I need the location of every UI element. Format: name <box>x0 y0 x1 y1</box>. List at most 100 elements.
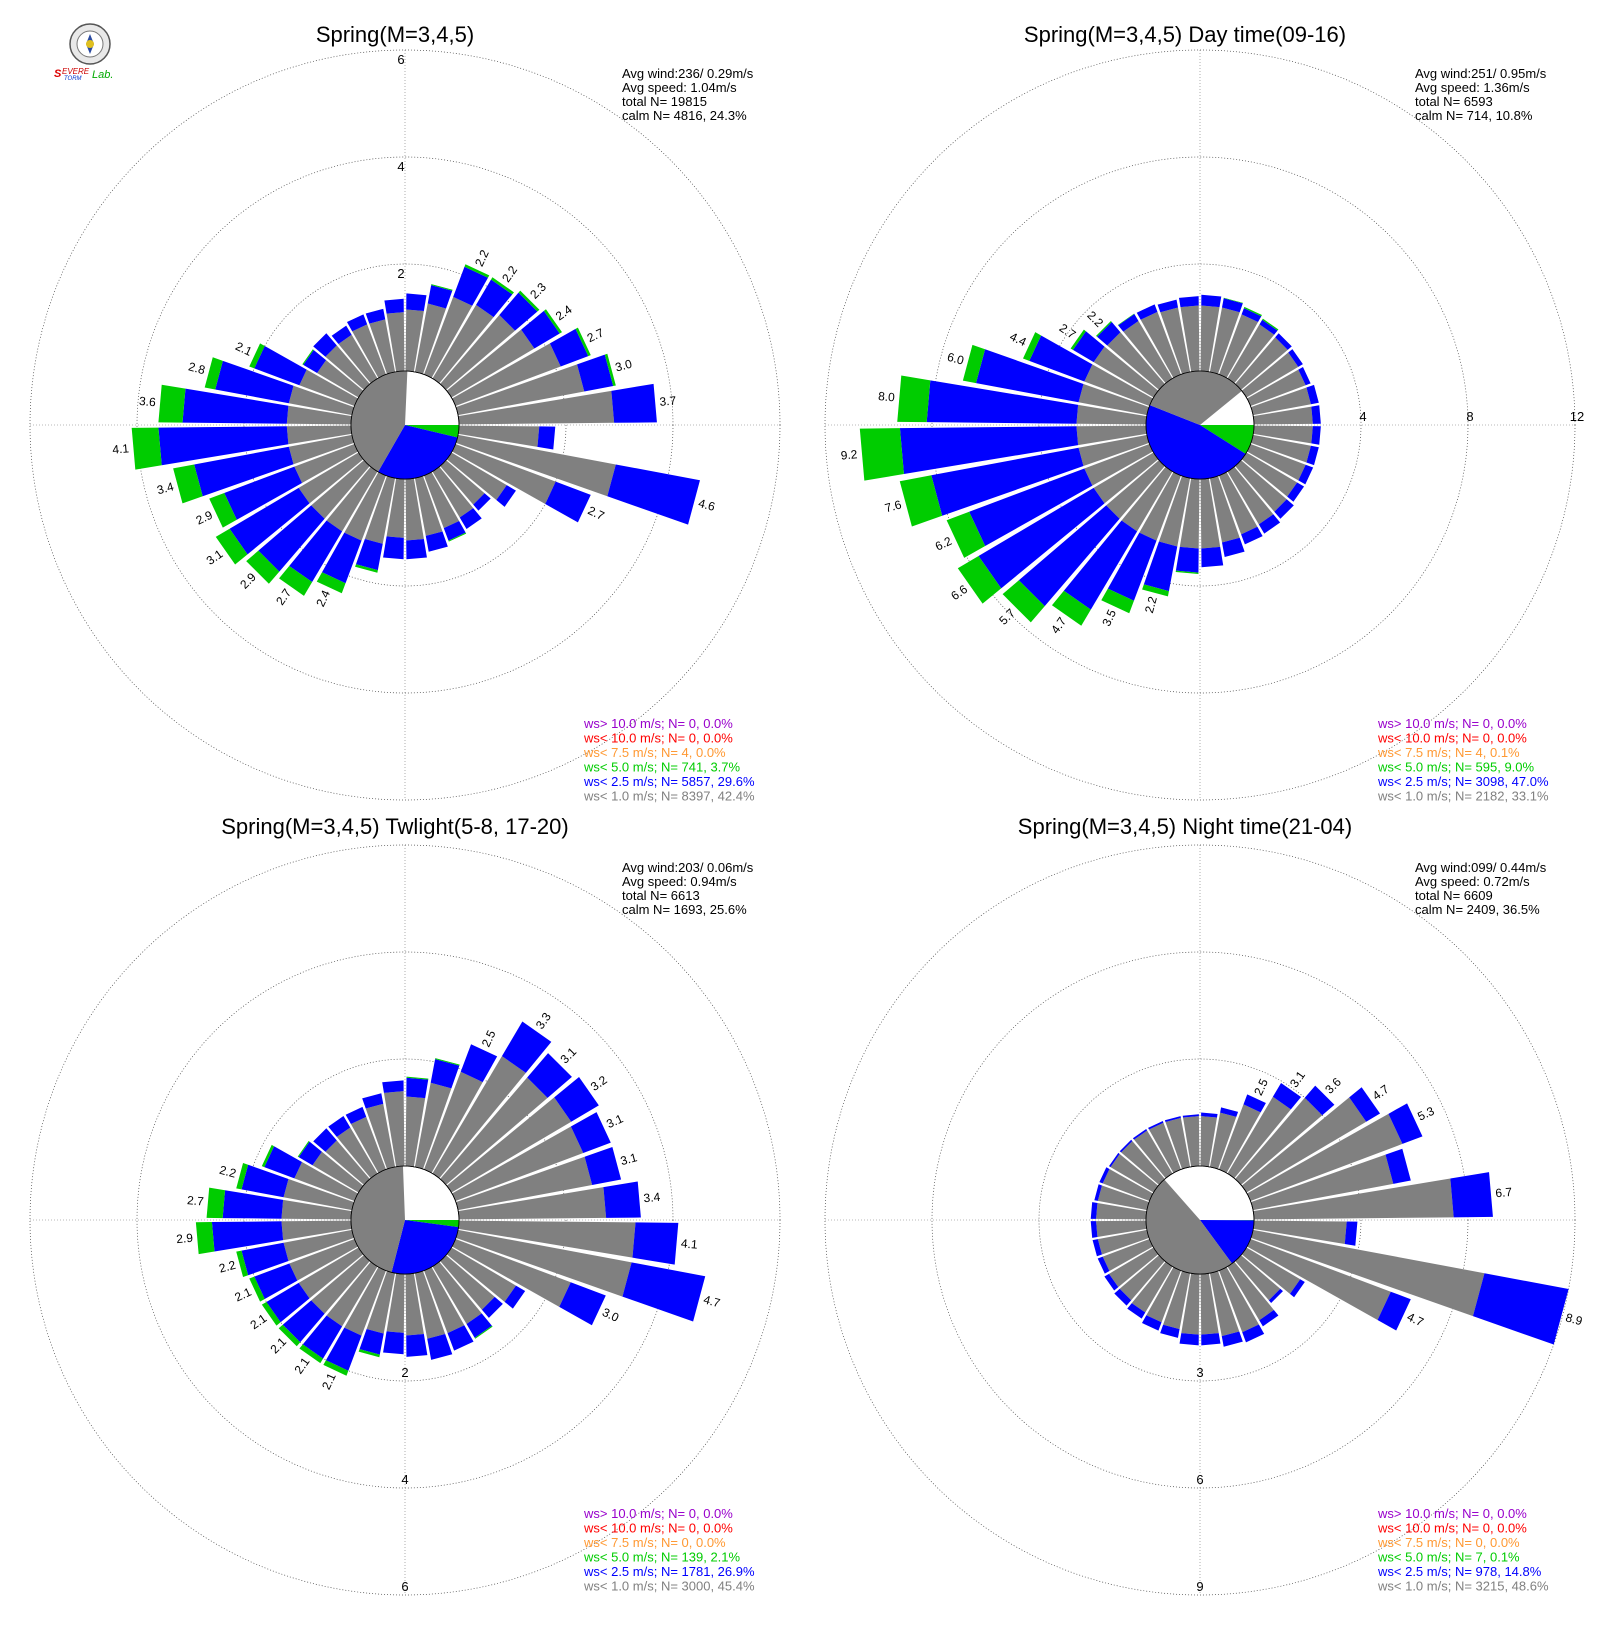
ring-label: 2 <box>397 266 404 281</box>
bar-segment <box>302 349 314 365</box>
bar-segment <box>446 1097 572 1193</box>
bar-label: 7.6 <box>883 497 903 515</box>
bar-label: 3.1 <box>1287 1068 1308 1090</box>
bar-segment <box>1298 366 1311 386</box>
bar-segment <box>303 349 327 374</box>
bar-segment <box>496 485 516 507</box>
bar-label: 2.2 <box>218 1163 238 1181</box>
legend-entry: ws< 7.5 m/s; N= 0, 0.0% <box>583 1535 726 1550</box>
bar-label: 2.4 <box>553 302 575 323</box>
bar-segment <box>458 1220 636 1258</box>
bar-segment <box>345 1106 367 1125</box>
legend-entry: ws< 10.0 m/s; N= 0, 0.0% <box>583 731 733 746</box>
bar-segment <box>1262 318 1279 331</box>
bar-segment <box>405 309 424 372</box>
bar-segment <box>283 1178 355 1211</box>
bar-segment <box>283 1229 355 1262</box>
bar-label: 2.1 <box>267 1334 289 1356</box>
bar-label: 4.6 <box>697 496 717 514</box>
bar-segment <box>432 466 474 518</box>
stats-line1: Avg wind:203/ 0.06m/s <box>622 860 754 875</box>
bar-segment <box>946 511 986 558</box>
ring <box>136 951 674 1489</box>
bar-segment <box>1274 499 1294 519</box>
bar-segment <box>1200 1116 1217 1167</box>
center-pie-slice <box>1149 371 1242 425</box>
bar-label: 3.4 <box>155 479 175 497</box>
bar-segment <box>1298 464 1314 485</box>
ring-label: 4 <box>1359 409 1366 424</box>
center-pie-slice <box>405 425 459 438</box>
center-pie-slice <box>1146 405 1246 480</box>
bar-segment <box>549 328 589 367</box>
bar-segment <box>1268 1288 1283 1303</box>
bar-segment <box>286 425 352 445</box>
bar-segment <box>236 1162 249 1190</box>
bar-segment <box>215 360 294 404</box>
bar-segment <box>1136 304 1158 320</box>
bar-segment <box>473 493 491 511</box>
bar-segment <box>423 1071 483 1173</box>
bar-segment <box>1097 1185 1150 1211</box>
ring <box>29 844 781 1596</box>
ring-label: 6 <box>1196 1472 1203 1487</box>
bar-segment <box>452 343 561 407</box>
legend-entry: ws< 7.5 m/s; N= 0, 0.0% <box>1377 1535 1520 1550</box>
bar-segment <box>298 1247 364 1299</box>
bar-label: 3.7 <box>659 393 677 408</box>
bar-segment <box>425 531 448 552</box>
bar-segment <box>1243 1094 1266 1113</box>
stats-line4: calm N= 4816, 24.3% <box>622 108 747 123</box>
bar-segment <box>554 1077 599 1122</box>
legend-entry: ws< 1.0 m/s; N= 2182, 33.1% <box>1377 789 1549 804</box>
bar-segment <box>1241 526 1263 545</box>
bar-label: 6.7 <box>1495 1185 1513 1200</box>
bar-segment <box>1306 384 1319 405</box>
bar-segment <box>1235 460 1287 512</box>
bar-segment <box>1051 590 1091 626</box>
bar-segment <box>435 1058 460 1066</box>
bar-segment <box>1221 1331 1243 1347</box>
bar-label: 4.4 <box>1008 329 1029 349</box>
bar-segment <box>455 1156 593 1211</box>
bar-segment <box>432 1261 482 1325</box>
bar-segment <box>458 1187 607 1220</box>
bar-segment <box>294 443 358 484</box>
bar-segment <box>1076 425 1147 446</box>
bar-segment <box>344 1267 387 1336</box>
bar-segment <box>452 443 556 505</box>
bar-segment <box>1096 1220 1147 1237</box>
bar-segment <box>1253 425 1313 444</box>
bar-segment <box>344 472 387 541</box>
ring <box>136 156 674 694</box>
bar-segment <box>1142 584 1169 597</box>
bar-segment <box>1023 332 1042 361</box>
bar-segment <box>358 1349 380 1358</box>
windrose-panel-2: Spring(M=3,4,5) Day time(09-16) 4 8 12 2.2 3.… <box>824 22 1584 804</box>
bar-segment <box>298 1141 322 1166</box>
bar-segment <box>346 314 368 332</box>
bar-segment <box>1227 466 1274 525</box>
bar-segment <box>281 1199 352 1220</box>
bar-segment <box>423 1267 465 1334</box>
bar-segment <box>1160 1324 1180 1338</box>
bar-label: 2.7 <box>585 325 606 345</box>
bar-segment <box>289 520 343 582</box>
bar-label: 4.1 <box>680 1236 698 1251</box>
bar-segment <box>366 1270 396 1334</box>
bar-segment <box>364 475 396 544</box>
bar-segment <box>312 1151 364 1193</box>
bar-segment <box>1141 1315 1162 1331</box>
bar-segment <box>1093 346 1159 398</box>
bar-segment <box>1275 333 1292 350</box>
ring <box>931 951 1469 1489</box>
bar-segment <box>386 1273 405 1333</box>
center-outline <box>350 370 460 480</box>
bar-segment <box>299 369 358 407</box>
bar-segment <box>1241 452 1298 497</box>
ring <box>931 156 1469 694</box>
bar-segment <box>1029 335 1093 382</box>
bar-segment <box>1096 321 1112 337</box>
bar-segment <box>294 1161 358 1202</box>
